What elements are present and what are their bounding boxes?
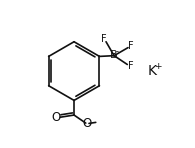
Text: F: F	[101, 33, 107, 44]
Text: B: B	[110, 50, 118, 60]
Text: O: O	[83, 117, 92, 130]
Text: K: K	[147, 64, 156, 78]
Text: +: +	[154, 62, 161, 71]
Text: F: F	[128, 61, 133, 71]
Text: F: F	[129, 41, 134, 51]
Text: -: -	[116, 47, 119, 56]
Text: O: O	[52, 111, 61, 124]
